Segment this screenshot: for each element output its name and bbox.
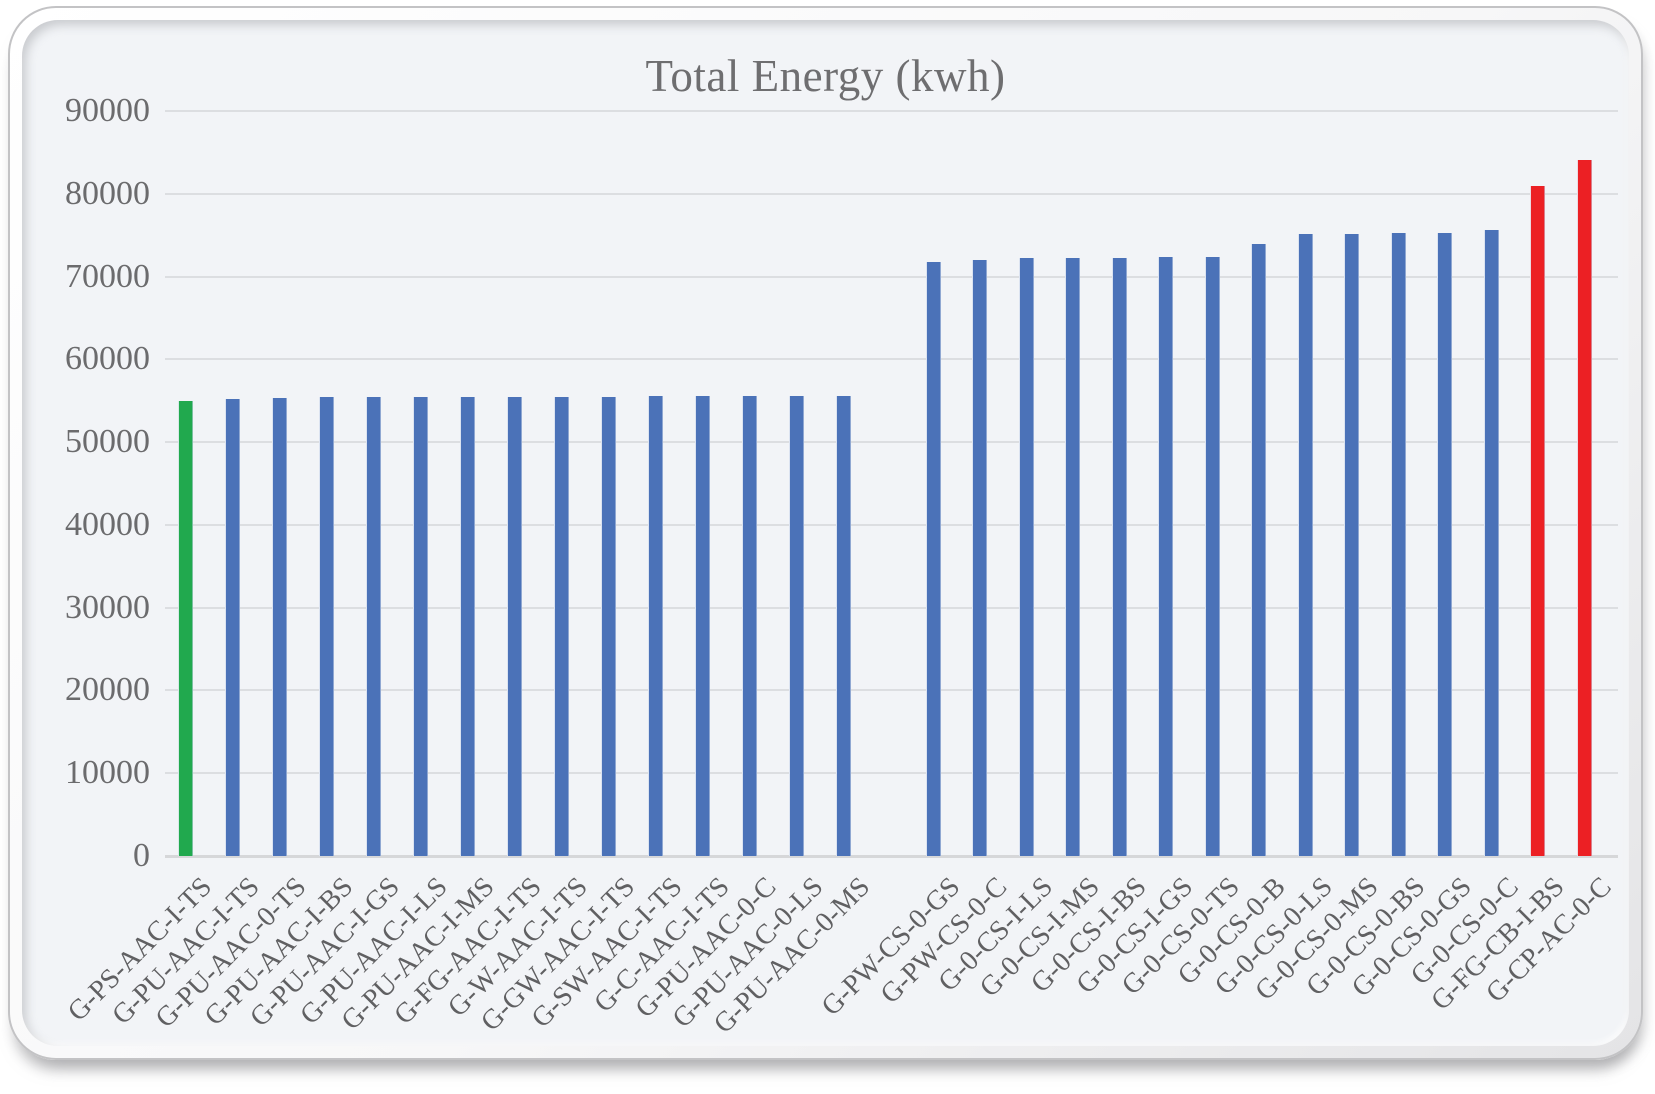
chart-card: Total Energy (kwh) (8, 6, 1643, 1060)
chart-title: Total Energy (kwh) (645, 51, 1006, 101)
plot-panel: Total Energy (kwh) (22, 20, 1629, 1046)
